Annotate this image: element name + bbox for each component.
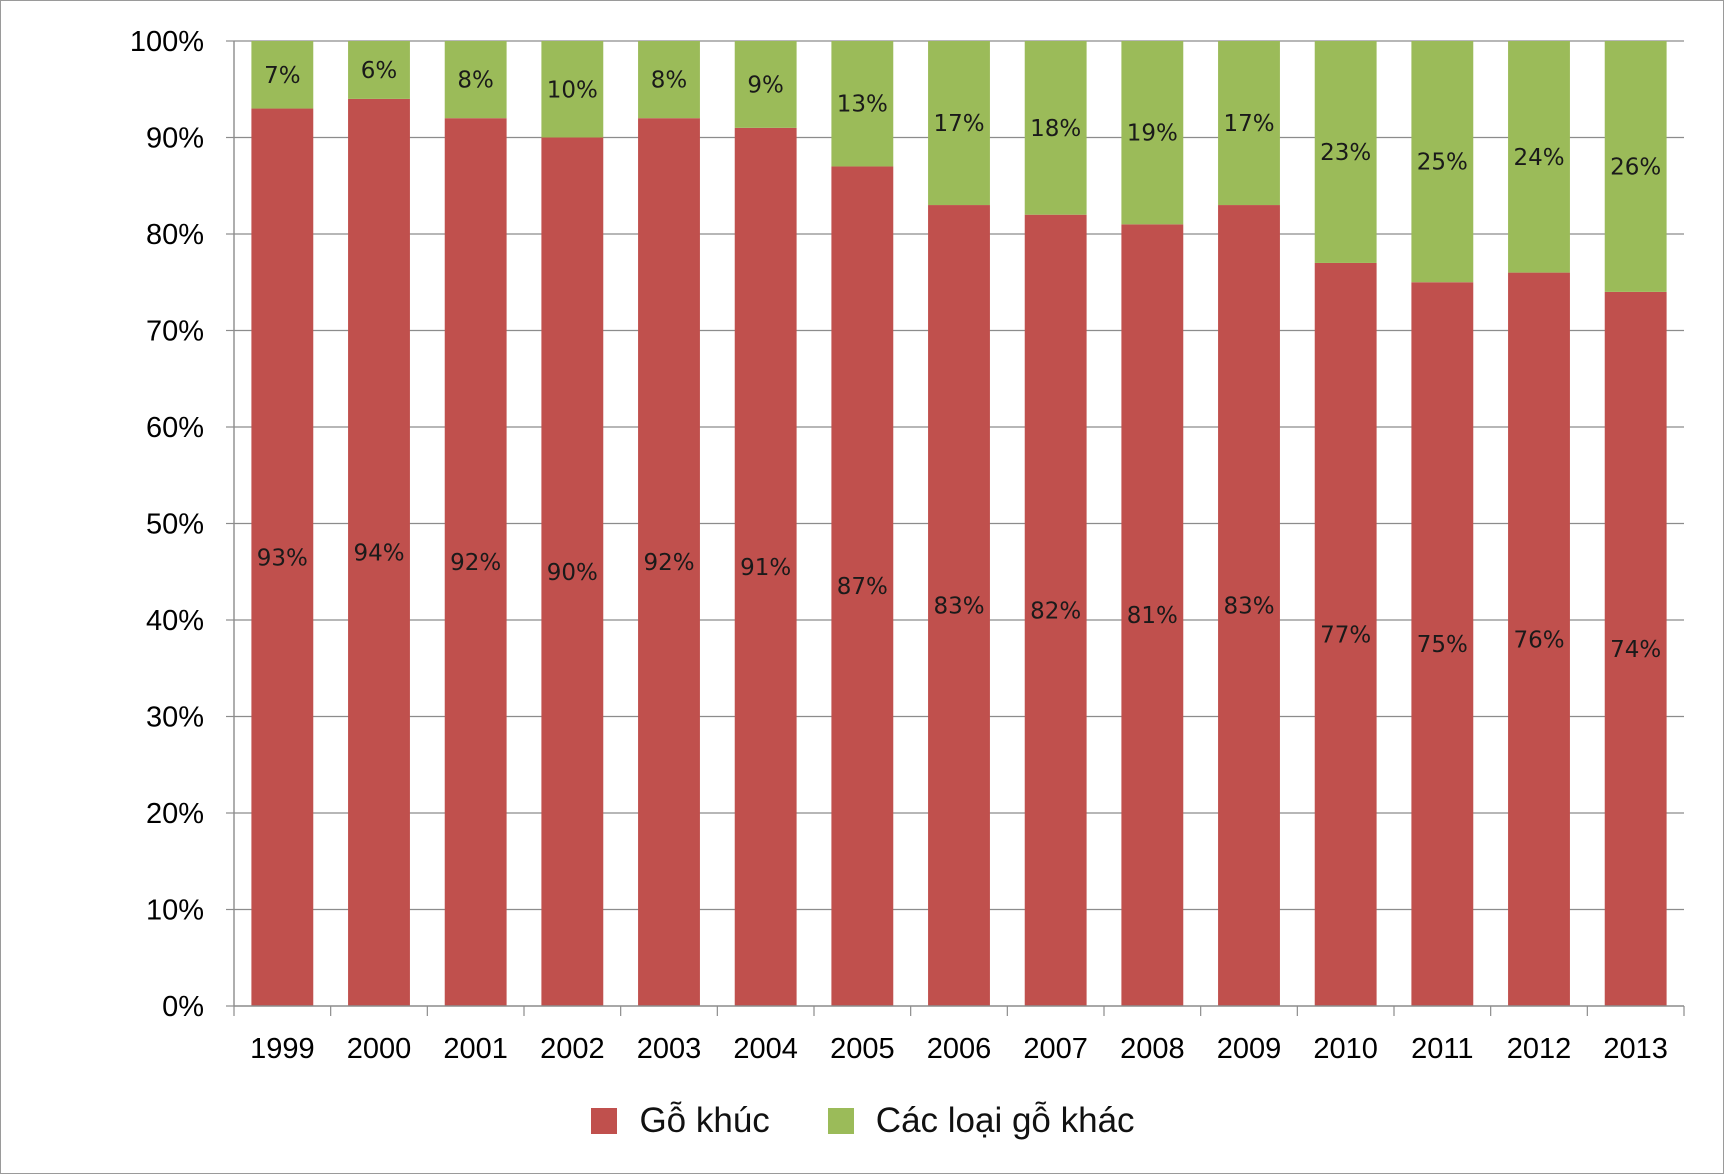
data-label: 94%: [353, 540, 404, 566]
y-tick-label: 0%: [162, 991, 204, 1023]
bar-cac-loai-go-khac: [348, 41, 410, 99]
data-label: 77%: [1320, 622, 1371, 648]
y-tick-label: 20%: [146, 798, 204, 830]
x-tick-label: 2006: [927, 1033, 992, 1065]
bar-go-khuc: [1411, 282, 1474, 1006]
data-label: 23%: [1320, 140, 1371, 166]
x-tick-label: 2010: [1313, 1033, 1378, 1065]
data-label: 9%: [747, 72, 784, 98]
bar-cac-loai-go-khac: [1411, 41, 1474, 283]
legend-swatch-series-1: [591, 1108, 618, 1134]
data-label: 7%: [264, 63, 301, 89]
bar-go-khuc: [251, 108, 314, 1007]
data-label: 91%: [740, 555, 791, 581]
y-tick-label: 90%: [146, 123, 204, 155]
bar-go-khuc: [1604, 291, 1667, 1006]
y-tick-label: 80%: [146, 219, 204, 251]
x-tick-label: 2004: [733, 1033, 798, 1065]
legend-label-series-1: Gỗ khúc: [639, 1101, 770, 1140]
bar-go-khuc: [734, 127, 797, 1007]
y-tick-label: 10%: [146, 895, 204, 927]
data-label: 92%: [450, 550, 501, 576]
x-tick-label: 2005: [830, 1033, 895, 1065]
bar-go-khuc: [348, 98, 410, 1006]
bar-cac-loai-go-khac: [1218, 41, 1280, 206]
bar-cac-loai-go-khac: [831, 41, 894, 167]
legend-swatch-series-2: [827, 1108, 854, 1134]
legend: Gỗ khúc Các loại gỗ khác: [1, 1096, 1724, 1146]
bar-cac-loai-go-khac: [928, 41, 990, 206]
bar-cac-loai-go-khac: [1314, 41, 1377, 263]
data-label: 17%: [1223, 111, 1274, 137]
bar-go-khuc: [1218, 205, 1280, 1007]
data-label: 83%: [933, 594, 984, 620]
bar-cac-loai-go-khac: [444, 41, 507, 119]
bar-cac-loai-go-khac: [251, 41, 314, 109]
data-label: 83%: [1223, 594, 1274, 620]
data-label: 18%: [1030, 116, 1081, 142]
data-label: 87%: [837, 574, 888, 600]
y-tick-label: 60%: [146, 412, 204, 444]
x-tick-label: 2013: [1603, 1033, 1668, 1065]
x-tick-label: 2011: [1411, 1033, 1473, 1065]
bar-go-khuc: [1314, 262, 1377, 1006]
legend-label-series-2: Các loại gỗ khác: [875, 1101, 1135, 1140]
data-label: 90%: [547, 560, 598, 586]
x-tick-label: 2003: [637, 1033, 702, 1065]
data-label: 93%: [257, 545, 308, 571]
bars: [251, 41, 1667, 1007]
bar-go-khuc: [1508, 272, 1570, 1007]
data-label: 13%: [837, 92, 888, 118]
data-label: 81%: [1127, 603, 1178, 629]
data-label: 82%: [1030, 598, 1081, 624]
legend-item-series-2: Các loại gỗ khác: [827, 1101, 1135, 1141]
data-labels: 93% 7% 94% 6% 92% 8% 90% 10% 92% 8% 91% 9% 87% 13% 83%…: [257, 58, 1661, 663]
axes: 0% 10% 20% 30% 40% 50% 60% 70% 80% 90% 100% 1999 200…: [130, 26, 1685, 1065]
legend-item-series-1: Gỗ khúc: [591, 1101, 770, 1141]
x-tick-label: 2001: [443, 1033, 508, 1065]
y-tick-label: 100%: [130, 26, 204, 58]
x-tick-label: 2012: [1507, 1033, 1572, 1065]
bar-go-khuc: [444, 118, 507, 1006]
data-label: 19%: [1127, 121, 1178, 147]
data-label: 24%: [1513, 145, 1564, 171]
y-tick-label: 30%: [146, 702, 204, 734]
bar-go-khuc: [1121, 224, 1184, 1007]
bar-cac-loai-go-khac: [1604, 41, 1667, 292]
data-label: 26%: [1610, 154, 1661, 180]
data-label: 76%: [1513, 627, 1564, 653]
y-tick-label: 50%: [146, 509, 204, 541]
bar-go-khuc: [638, 118, 700, 1006]
data-label: 8%: [457, 68, 494, 94]
data-label: 25%: [1417, 150, 1468, 176]
bar-go-khuc: [1024, 214, 1087, 1006]
y-tick-label: 70%: [146, 316, 204, 348]
x-tick-label: 2009: [1217, 1033, 1282, 1065]
data-label: 8%: [651, 68, 688, 94]
x-tick-label: 2002: [540, 1033, 605, 1065]
data-label: 10%: [547, 77, 598, 103]
bar-go-khuc: [928, 205, 990, 1007]
bar-cac-loai-go-khac: [541, 41, 604, 138]
bar-cac-loai-go-khac: [1024, 41, 1087, 215]
x-tick-label: 2000: [347, 1033, 412, 1065]
bar-cac-loai-go-khac: [734, 41, 797, 128]
bar-cac-loai-go-khac: [1121, 41, 1184, 225]
data-label: 92%: [643, 550, 694, 576]
bar-cac-loai-go-khac: [638, 41, 700, 119]
data-label: 17%: [933, 111, 984, 137]
bar-go-khuc: [541, 137, 604, 1006]
x-tick-label: 2007: [1023, 1033, 1088, 1065]
data-label: 74%: [1610, 637, 1661, 663]
x-tick-label: 1999: [250, 1033, 315, 1065]
data-label: 6%: [361, 58, 398, 84]
data-label: 75%: [1417, 632, 1468, 658]
x-tick-label: 2008: [1120, 1033, 1185, 1065]
bar-go-khuc: [831, 166, 894, 1006]
y-tick-label: 40%: [146, 605, 204, 637]
bar-cac-loai-go-khac: [1508, 41, 1570, 273]
